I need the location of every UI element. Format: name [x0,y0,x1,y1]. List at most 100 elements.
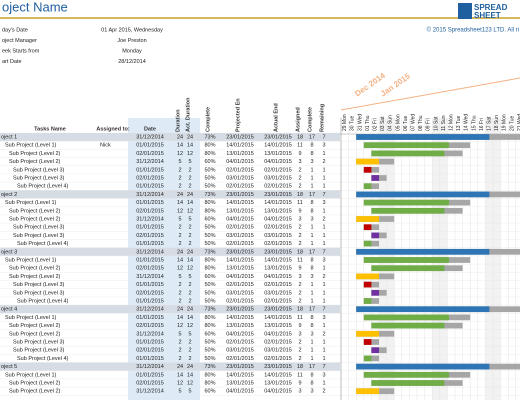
cell: 2 [298,184,301,190]
cell: 1 [322,339,325,345]
info-value: Joe Preston [117,38,146,44]
cell: 03/01/2015 [226,290,254,296]
day-label: 09 Fri [426,118,432,131]
cell: 02/01/2015 [136,380,164,386]
task-name: Sub Project (Level 4) [17,356,69,362]
cell: 13/01/2015 [226,208,254,214]
cell: 1 [322,323,325,329]
cell: 1 [310,282,313,288]
cell: 2 [178,167,181,173]
cell: 80% [204,208,215,214]
cell: 14 [187,200,193,206]
cell: 3 [310,331,313,337]
cell: 1 [322,356,325,362]
cell: 14/01/2015 [264,257,292,263]
day-label: 19 Mon [502,114,508,131]
cell: 2 [178,233,181,239]
column-header: Tasks Name [34,126,66,132]
cell: 80% [204,372,215,378]
cell: 12 [187,151,193,157]
cell: 3 [298,389,301,395]
cell: 2 [322,331,325,337]
cell: 8 [310,143,313,149]
project-row [0,362,340,371]
cell: 3 [310,159,313,165]
cell: 31/12/2014 [136,192,164,198]
cell: 01/01/2015 [136,167,164,173]
cell: 01/01/2015 [136,315,164,321]
cell: 17 [309,307,315,313]
cell: 3 [298,331,301,337]
column-header: Complete [307,107,313,132]
cell: 04/01/2015 [264,331,292,337]
cell: 17 [309,364,315,370]
cell: 9 [298,380,301,386]
cell: 23/01/2015 [264,307,292,313]
cell: 60% [204,159,215,165]
cell: 31/12/2014 [136,274,164,280]
cell: 02/01/2015 [264,282,292,288]
cell: 73% [204,307,215,313]
cell: 7 [322,192,325,198]
cell: 14/01/2015 [264,372,292,378]
cell: 03/01/2015 [264,175,292,181]
project-row [0,247,340,256]
cell: 5 [178,331,181,337]
cell: 50% [204,167,215,173]
task-name: Sub Project (Level 4) [17,298,69,304]
cell: 14/01/2015 [264,200,292,206]
title: oject Name [2,0,68,14]
task-name: Sub Project (Level 3) [13,339,65,345]
cell: 02/01/2015 [136,323,164,329]
day-label: 01 Thu [365,115,371,131]
cell: 2 [298,225,301,231]
weekend-band [493,118,501,400]
task-name: Sub Project (Level 2) [9,380,61,386]
cell: 31/12/2014 [136,134,164,140]
cell: 50% [204,348,215,354]
cell: 1 [322,348,325,354]
cell: 2 [298,233,301,239]
cell: 1 [310,298,313,304]
project-row [0,132,340,142]
date-band [128,118,200,400]
cell: 2 [298,241,301,247]
task-name: Sub Project (Level 3) [13,175,65,181]
cell: 80% [204,315,215,321]
cell: 1 [322,151,325,157]
cell: 2 [188,225,191,231]
gantt-bar [356,191,490,198]
day-label: 05 Mon [395,114,401,131]
cell: 7 [322,364,325,370]
task-name: Sub Project (Level 2) [9,331,61,337]
gantt-bar [371,289,379,296]
column-header: Assigned to: [96,126,129,132]
weekend-band [485,118,493,400]
cell: 2 [322,159,325,165]
cell: 5 [178,274,181,280]
cell: 5 [188,331,191,337]
cell: 80% [204,323,215,329]
cell: 12 [177,151,183,157]
cell: 7 [322,249,325,255]
cell: 12 [177,208,183,214]
gantt-bar [356,388,379,395]
day-label: 18 Sun [494,115,500,131]
cell: 18 [297,192,303,198]
cell: 8 [310,266,313,272]
cell: 50% [204,241,215,247]
cell: 04/01/2015 [226,216,254,222]
cell: 73% [204,192,215,198]
cell: 23/01/2015 [226,192,254,198]
gantt-bar [363,314,449,321]
gantt-bar [371,380,445,386]
assignee: Nick [100,143,111,149]
cell: 14 [177,257,183,263]
cell: 01/01/2015 [136,257,164,263]
cell: 03/01/2015 [226,233,254,239]
cell: 2 [188,282,191,288]
day-label: 11 Sun [441,115,447,131]
cell: 01/01/2015 [136,372,164,378]
cell: 11 [297,315,303,321]
cell: 60% [204,389,215,395]
